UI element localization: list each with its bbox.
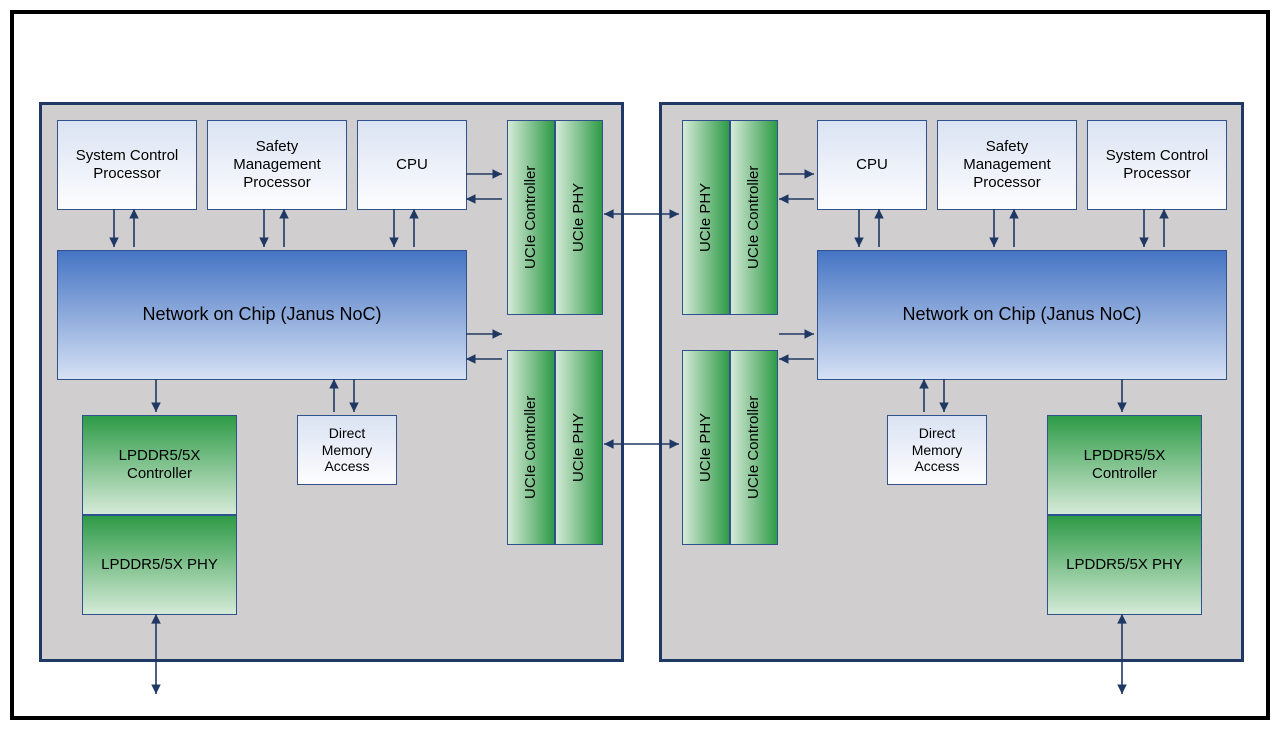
cpu-block: CPU <box>357 120 467 210</box>
outer-frame: System Control Processor Safety Manageme… <box>10 10 1270 720</box>
ucie-phy-bottom: UCIe PHY <box>555 350 603 545</box>
network-on-chip: Network on Chip (Janus NoC) <box>817 250 1227 380</box>
direct-memory-access: Direct Memory Access <box>887 415 987 485</box>
lpddr-controller: LPDDR5/5X Controller <box>1047 415 1202 515</box>
network-on-chip: Network on Chip (Janus NoC) <box>57 250 467 380</box>
ucie-controller-top: UCIe Controller <box>730 120 778 315</box>
ucie-phy-top: UCIe PHY <box>555 120 603 315</box>
lpddr-phy: LPDDR5/5X PHY <box>1047 515 1202 615</box>
ucie-phy-top: UCIe PHY <box>682 120 730 315</box>
system-control-processor: System Control Processor <box>57 120 197 210</box>
safety-management-processor: Safety Management Processor <box>207 120 347 210</box>
ucie-controller-bottom: UCIe Controller <box>507 350 555 545</box>
system-control-processor: System Control Processor <box>1087 120 1227 210</box>
direct-memory-access: Direct Memory Access <box>297 415 397 485</box>
ucie-phy-bottom: UCIe PHY <box>682 350 730 545</box>
chiplet-left: System Control Processor Safety Manageme… <box>39 102 624 662</box>
lpddr-controller: LPDDR5/5X Controller <box>82 415 237 515</box>
ucie-controller-bottom: UCIe Controller <box>730 350 778 545</box>
lpddr-phy: LPDDR5/5X PHY <box>82 515 237 615</box>
ucie-controller-top: UCIe Controller <box>507 120 555 315</box>
safety-management-processor: Safety Management Processor <box>937 120 1077 210</box>
cpu-block: CPU <box>817 120 927 210</box>
chiplet-right: UCIe PHY UCIe Controller UCIe PHY UCIe C… <box>659 102 1244 662</box>
